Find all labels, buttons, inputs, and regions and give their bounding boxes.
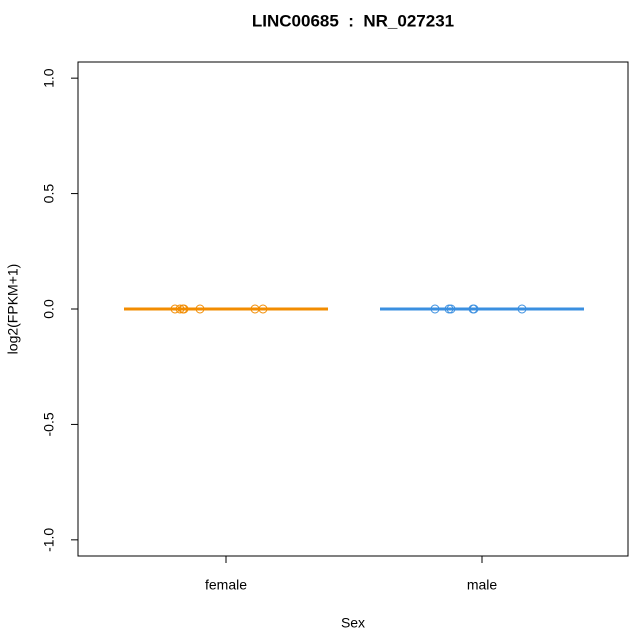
x-tick-label: male: [467, 577, 498, 593]
y-axis-label: log2(FPKM+1): [5, 264, 21, 355]
y-tick-label: -1.0: [41, 528, 57, 552]
data-point: [446, 304, 456, 314]
data-point: [179, 304, 189, 314]
data-point: [175, 304, 185, 314]
data-point: [469, 304, 479, 314]
data-point: [195, 304, 205, 314]
data-point: [430, 304, 440, 314]
x-tick-label: female: [205, 577, 247, 593]
y-tick-label: 0.5: [41, 184, 57, 204]
x-axis-label: Sex: [341, 615, 365, 631]
y-tick-label: 1.0: [41, 68, 57, 88]
y-tick-label: 0.0: [41, 299, 57, 319]
y-tick-label: -0.5: [41, 412, 57, 436]
data-point: [258, 304, 268, 314]
chart-title: LINC00685 : NR_027231: [252, 11, 454, 30]
data-point: [517, 304, 527, 314]
